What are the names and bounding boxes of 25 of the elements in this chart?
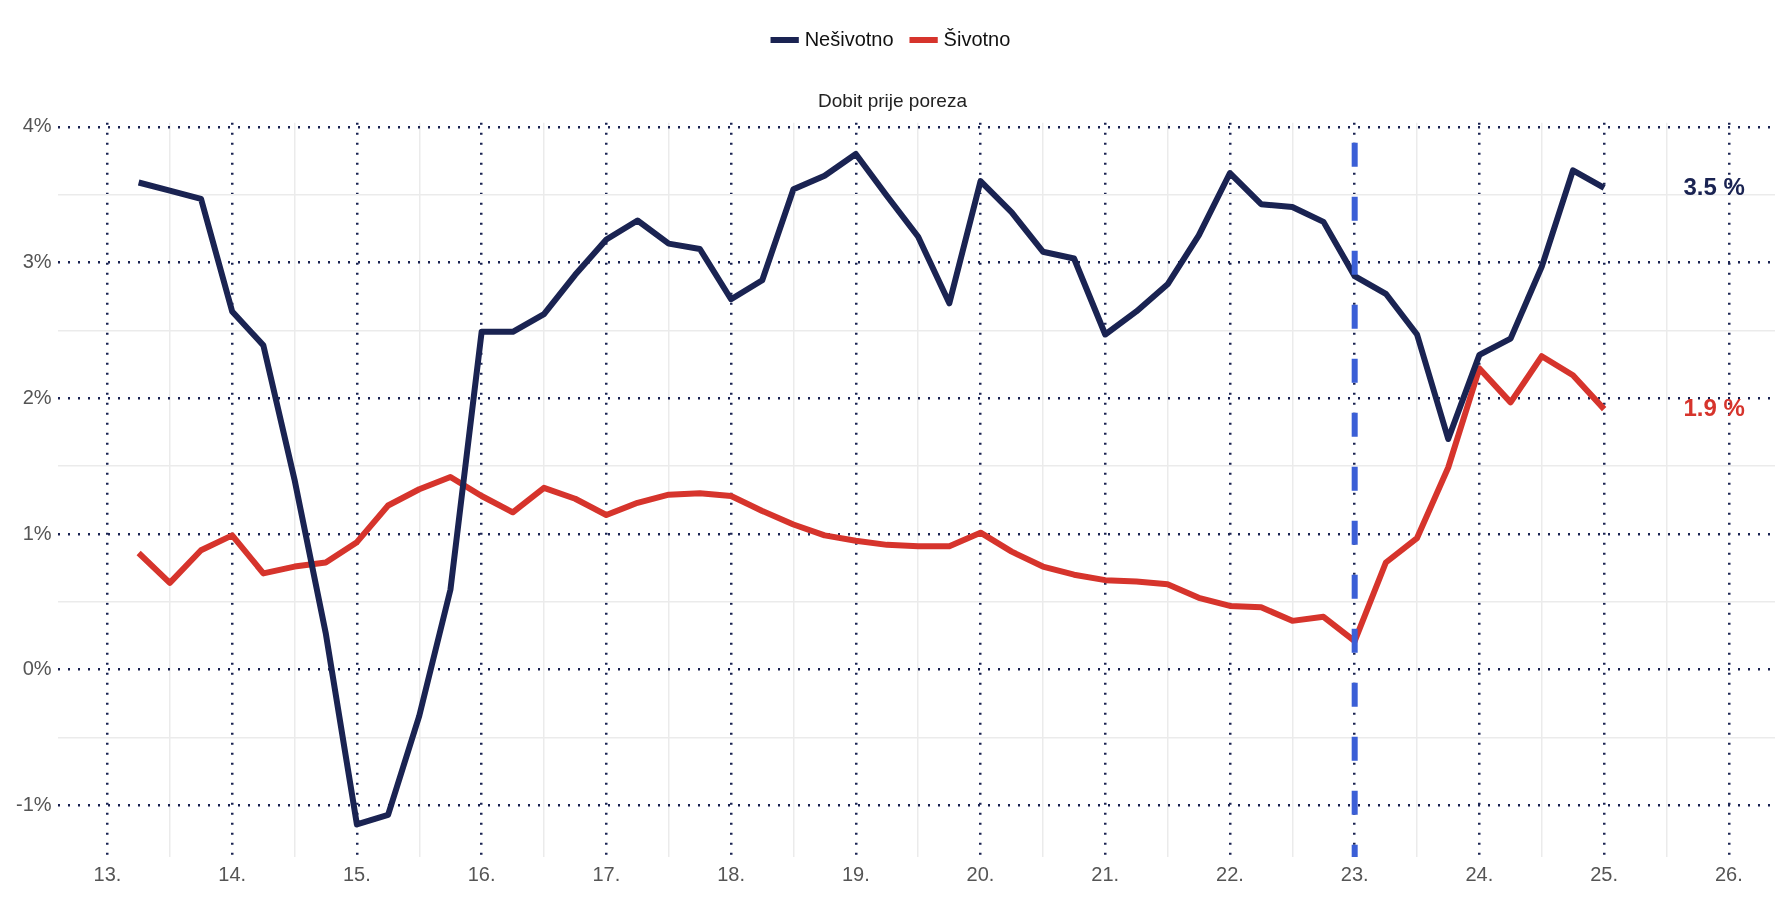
y-tick-label: 2%: [22, 385, 52, 408]
x-tick-label: 23.: [1340, 862, 1369, 885]
legend-label: Nešivotno: [804, 27, 894, 50]
annotation: 1.9 %: [1683, 393, 1745, 421]
y-tick-label: 3%: [22, 250, 52, 273]
y-tick-label: -1%: [15, 792, 52, 815]
legend-label: Šivotno: [943, 27, 1011, 50]
x-tick-label: 18.: [717, 862, 745, 885]
x-tick-label: 15.: [342, 862, 371, 885]
x-tick-label: 26.: [1714, 862, 1743, 885]
x-tick-label: 25.: [1590, 862, 1619, 885]
x-tick-label: 21.: [1091, 862, 1120, 885]
x-tick-label: 24.: [1465, 862, 1494, 885]
y-tick-label: 4%: [22, 114, 52, 137]
y-tick-label: 1%: [22, 521, 52, 544]
x-tick-label: 22.: [1216, 862, 1244, 885]
x-tick-label: 20.: [966, 862, 995, 885]
y-tick-label: 0%: [22, 657, 52, 680]
x-tick-label: 19.: [841, 862, 870, 885]
x-tick-label: 17.: [592, 862, 621, 885]
x-tick-label: 13.: [93, 862, 122, 885]
chart-title: Dobit prije poreza: [818, 89, 968, 111]
x-tick-label: 16.: [467, 862, 496, 885]
annotation: 3.5 %: [1683, 172, 1745, 200]
x-tick-label: 14.: [218, 862, 247, 885]
